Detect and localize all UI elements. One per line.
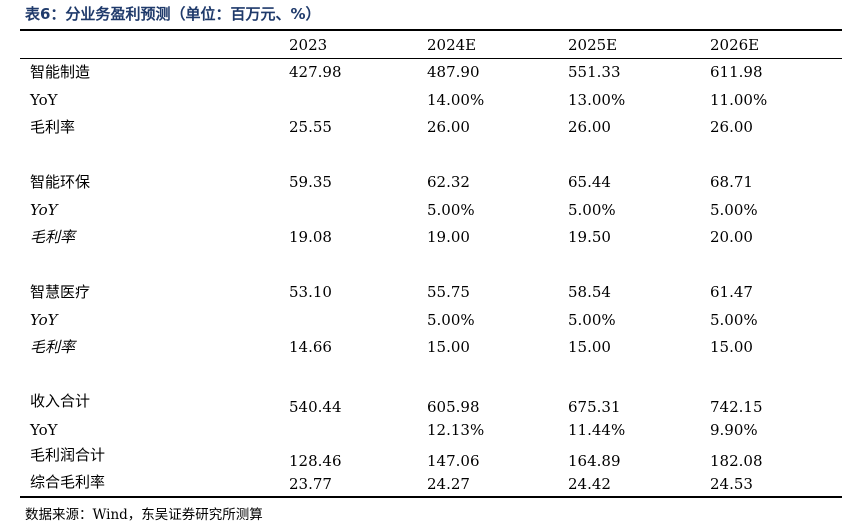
cell-2024e: 14.00% [427, 91, 485, 109]
cell-2025e: 58.54 [568, 283, 611, 301]
cell-2026e: 61.47 [710, 283, 753, 301]
cell-2026e: 11.00% [710, 91, 768, 109]
cell-2024e: 5.00% [427, 201, 475, 219]
cell-2026e: 24.53 [710, 475, 753, 493]
cell-2024e: 605.98 [427, 398, 480, 416]
cell-2024e: 487.90 [427, 63, 480, 81]
header-2024e: 2024E [427, 36, 477, 54]
cell-2025e: 5.00% [568, 201, 616, 219]
cell-2026e: 20.00 [710, 228, 753, 246]
cell-2026e: 742.15 [710, 398, 763, 416]
row-label: 毛利率 [30, 228, 76, 246]
cell-2023: 25.55 [289, 118, 332, 136]
cell-2024e: 147.06 [427, 452, 480, 470]
row-label: 毛利润合计 [30, 446, 106, 464]
cell-2024e: 15.00 [427, 338, 470, 356]
cell-2026e: 5.00% [710, 201, 758, 219]
cell-2023: 23.77 [289, 475, 332, 493]
cell-2026e: 26.00 [710, 118, 753, 136]
cell-2023: 128.46 [289, 452, 342, 470]
row-label: 综合毛利率 [30, 473, 106, 491]
row-label: YoY [30, 311, 58, 329]
source-note: 数据来源：Wind，东吴证券研究所测算 [25, 507, 263, 523]
top-rule [20, 29, 842, 31]
cell-2025e: 164.89 [568, 452, 621, 470]
header-2026e: 2026E [710, 36, 760, 54]
row-label: YoY [30, 421, 58, 439]
row-label: 智能制造 [30, 63, 91, 81]
cell-2024e: 24.27 [427, 475, 470, 493]
header-2025e: 2025E [568, 36, 618, 54]
cell-2025e: 24.42 [568, 475, 611, 493]
cell-2024e: 26.00 [427, 118, 470, 136]
cell-2026e: 5.00% [710, 311, 758, 329]
cell-2023: 427.98 [289, 63, 342, 81]
cell-2023: 19.08 [289, 228, 332, 246]
cell-2026e: 182.08 [710, 452, 763, 470]
cell-2024e: 19.00 [427, 228, 470, 246]
cell-2025e: 11.44% [568, 421, 626, 439]
cell-2024e: 55.75 [427, 283, 470, 301]
row-label: 智慧医疗 [30, 283, 91, 301]
cell-2023: 53.10 [289, 283, 332, 301]
row-label: 毛利率 [30, 118, 76, 136]
cell-2025e: 19.50 [568, 228, 611, 246]
row-label: YoY [30, 91, 58, 109]
cell-2025e: 675.31 [568, 398, 621, 416]
cell-2025e: 5.00% [568, 311, 616, 329]
cell-2024e: 5.00% [427, 311, 475, 329]
bottom-rule [20, 496, 842, 498]
row-label: 收入合计 [30, 392, 91, 410]
header-rule [20, 58, 842, 59]
cell-2023: 540.44 [289, 398, 342, 416]
cell-2025e: 551.33 [568, 63, 621, 81]
cell-2024e: 62.32 [427, 173, 470, 191]
cell-2026e: 68.71 [710, 173, 753, 191]
cell-2026e: 15.00 [710, 338, 753, 356]
table-title: 表6：分业务盈利预测（单位：百万元、%） [25, 5, 321, 23]
cell-2025e: 65.44 [568, 173, 611, 191]
cell-2025e: 26.00 [568, 118, 611, 136]
cell-2023: 59.35 [289, 173, 332, 191]
row-label: YoY [30, 201, 58, 219]
header-2023: 2023 [289, 36, 328, 54]
cell-2023: 14.66 [289, 338, 332, 356]
cell-2025e: 13.00% [568, 91, 626, 109]
cell-2026e: 9.90% [710, 421, 758, 439]
cell-2025e: 15.00 [568, 338, 611, 356]
row-label: 毛利率 [30, 338, 76, 356]
row-label: 智能环保 [30, 173, 91, 191]
cell-2026e: 611.98 [710, 63, 763, 81]
cell-2024e: 12.13% [427, 421, 485, 439]
